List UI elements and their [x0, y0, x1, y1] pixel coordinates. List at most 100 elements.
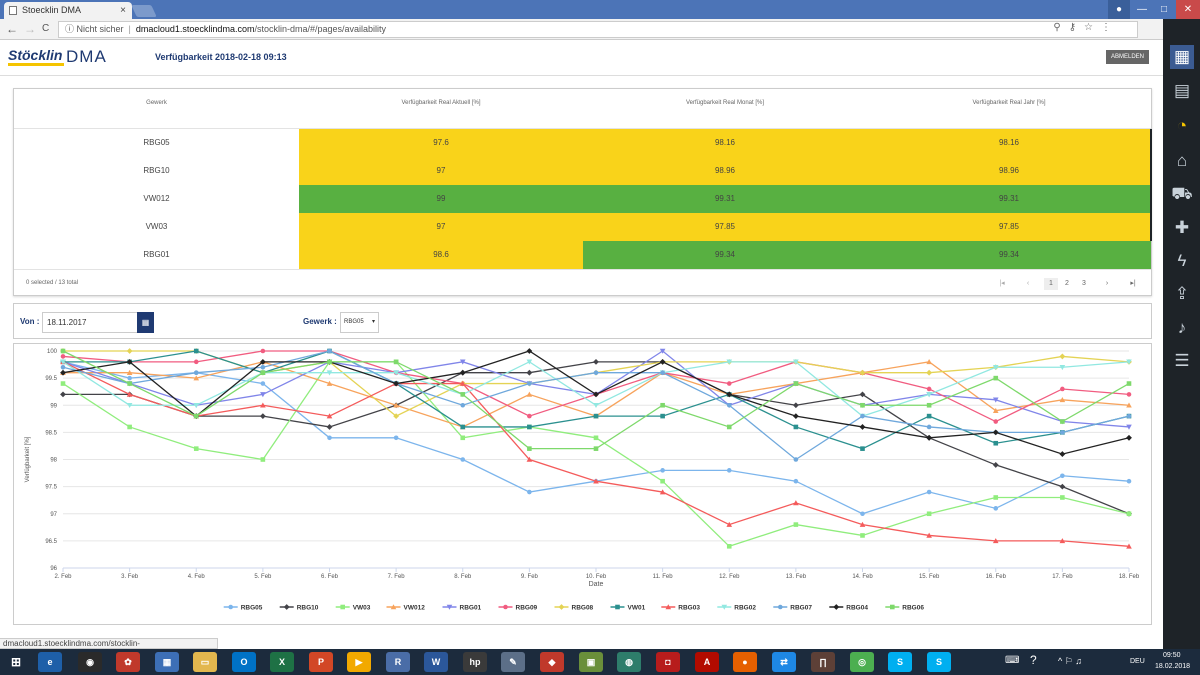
reload-icon[interactable]: C	[42, 23, 50, 34]
cell-monat: 97.85	[583, 213, 867, 241]
color-app-icon[interactable]: ✿	[116, 652, 140, 672]
tray-icons[interactable]: ^ ⚐ ♫	[1058, 656, 1083, 666]
table-row[interactable]: RBG01 98.6 99.34 99.34	[14, 241, 1151, 269]
pdf-reader-icon[interactable]: A	[695, 652, 719, 672]
col-header-aktuell[interactable]: Verfügbarkeit Real Aktuell [%]	[401, 100, 481, 106]
table-row[interactable]: RBG10 97 98.96 98.96	[14, 157, 1152, 185]
ie-icon[interactable]: e	[38, 652, 62, 672]
legend-marker	[615, 604, 620, 610]
maximize-button[interactable]: □	[1160, 4, 1168, 15]
legend-item[interactable]: RBG06	[902, 605, 924, 612]
sliders-icon[interactable]: ☰	[1174, 351, 1190, 370]
clock-date[interactable]: 18.02.2018	[1155, 663, 1191, 670]
legend-item[interactable]: RBG09	[516, 605, 538, 612]
data-point	[527, 424, 532, 430]
keyboard-icon[interactable]: ⌨	[1005, 655, 1020, 666]
von-date-input[interactable]: 18.11.2017	[42, 312, 152, 333]
legend-item[interactable]: RBG02	[734, 605, 756, 612]
legend-item[interactable]: RBG05	[241, 605, 263, 612]
data-point	[1059, 538, 1066, 544]
page-button-1[interactable]: 1	[1044, 278, 1058, 290]
page-button-3[interactable]: 3	[1082, 280, 1086, 287]
legend-item[interactable]: RBG04	[846, 605, 868, 612]
table-row[interactable]: VW012 99 99.31 99.31	[14, 185, 1152, 213]
grid-apps-icon[interactable]: ▦	[1170, 45, 1194, 69]
calendar-icon[interactable]: ▦	[137, 312, 154, 333]
ide-app-icon[interactable]: ∏	[811, 652, 835, 672]
r-app-icon[interactable]: R	[386, 652, 410, 672]
legend-item[interactable]: RBG10	[297, 605, 319, 612]
calculator-icon[interactable]: ▦	[155, 652, 179, 672]
page-button-2[interactable]: 2	[1065, 280, 1069, 287]
hp-icon[interactable]: hp	[463, 652, 487, 672]
legend-item[interactable]: RBG03	[678, 605, 700, 612]
lightning-icon[interactable]: ϟ	[1177, 251, 1187, 270]
first-page-button[interactable]: |◂	[999, 280, 1005, 287]
gewerk-select[interactable]: RBG05 ▾	[340, 312, 379, 333]
von-label: Von :	[20, 317, 40, 326]
skype-icon[interactable]: S	[888, 652, 912, 672]
user-profile-icon[interactable]: ●	[1108, 0, 1130, 19]
help-icon[interactable]: ?	[1030, 653, 1037, 667]
info-icon[interactable]: ⓘ	[65, 24, 75, 34]
camera-app-icon[interactable]: ◉	[78, 652, 102, 672]
col-header-monat[interactable]: Verfügbarkeit Real Monat [%]	[685, 100, 765, 106]
chrome-icon[interactable]: ◎	[850, 652, 874, 672]
legend-item[interactable]: VW012	[404, 605, 426, 612]
security-app-icon[interactable]: ◘	[656, 652, 680, 672]
excel-icon[interactable]: X	[270, 652, 294, 672]
firefox-icon[interactable]: ●	[733, 652, 757, 672]
x-tick-label: 6. Feb	[321, 574, 339, 580]
next-page-button[interactable]: ›	[1105, 280, 1109, 287]
availability-24-icon[interactable]: ◔	[1176, 116, 1188, 135]
language-indicator[interactable]: DEU	[1130, 658, 1145, 665]
media-player-icon[interactable]: ▶	[347, 652, 371, 672]
bell-icon[interactable]: ♪	[1177, 318, 1187, 337]
tab-close-icon[interactable]: ×	[120, 5, 126, 16]
data-point	[260, 370, 266, 375]
outlook-icon[interactable]: O	[232, 652, 256, 672]
new-tab-button[interactable]	[131, 5, 157, 17]
clock-time[interactable]: 09:50	[1163, 652, 1181, 659]
dashboard-icon[interactable]: ▤	[1173, 81, 1191, 100]
legend-item[interactable]: VW01	[628, 605, 646, 612]
legend-item[interactable]: RBG08	[572, 605, 594, 612]
powerpoint-icon[interactable]: P	[309, 652, 333, 672]
url-input[interactable]: ⓘ Nicht sicher | dmacloud1.stoecklindma.co…	[58, 21, 1138, 38]
forward-icon[interactable]: →	[24, 22, 36, 36]
truck-icon[interactable]: ⛟	[1171, 184, 1193, 203]
minimize-button[interactable]: —	[1137, 4, 1147, 15]
back-icon[interactable]: ←	[6, 22, 18, 36]
word-icon[interactable]: W	[424, 652, 448, 672]
close-window-button[interactable]: ✕	[1176, 0, 1200, 19]
cell-gewerk: RBG10	[143, 166, 170, 175]
warehouse-icon[interactable]: ⌂	[1176, 151, 1188, 170]
teamviewer-icon[interactable]: ⇄	[772, 652, 796, 672]
data-point	[459, 380, 466, 386]
last-page-button[interactable]: ▸|	[1130, 280, 1136, 287]
data-point	[993, 506, 999, 511]
table-row[interactable]: RBG05 97.6 98.16 98.16	[14, 129, 1152, 157]
logout-button[interactable]: ABMELDEN	[1106, 50, 1149, 64]
paint-icon[interactable]: ✎	[501, 652, 525, 672]
remote-app-icon[interactable]: ▣	[579, 652, 603, 672]
col-header-jahr[interactable]: Verfügbarkeit Real Jahr [%]	[972, 100, 1046, 106]
browser-tab[interactable]: Stoecklin DMA ×	[4, 2, 132, 19]
table-row[interactable]: VW03 97 97.85 97.85	[14, 213, 1152, 241]
upload-box-icon[interactable]: ⇪	[1174, 284, 1190, 303]
windows-start-icon[interactable]: ⊞	[10, 655, 22, 669]
data-point	[926, 511, 932, 517]
legend-item[interactable]: RBG07	[790, 605, 812, 612]
skype-business-icon[interactable]: S	[927, 652, 951, 672]
git-icon[interactable]: ◆	[540, 652, 564, 672]
data-point	[259, 358, 266, 365]
extension-icons[interactable]: ⚲⚷☆⋮	[1053, 22, 1119, 33]
prev-page-button[interactable]: ‹	[1026, 280, 1030, 287]
legend-item[interactable]: RBG01	[460, 605, 482, 612]
legend-item[interactable]: VW03	[353, 605, 371, 612]
network-app-icon[interactable]: ◍	[617, 652, 641, 672]
file-explorer-icon[interactable]: ▭	[193, 652, 217, 672]
col-header-gewerk[interactable]: Gewerk	[146, 100, 167, 106]
medical-kit-icon[interactable]: ✚	[1174, 218, 1190, 237]
x-tick-label: 13. Feb	[786, 574, 807, 580]
